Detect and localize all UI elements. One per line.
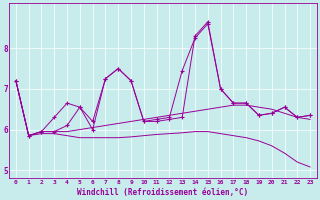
X-axis label: Windchill (Refroidissement éolien,°C): Windchill (Refroidissement éolien,°C): [77, 188, 249, 197]
